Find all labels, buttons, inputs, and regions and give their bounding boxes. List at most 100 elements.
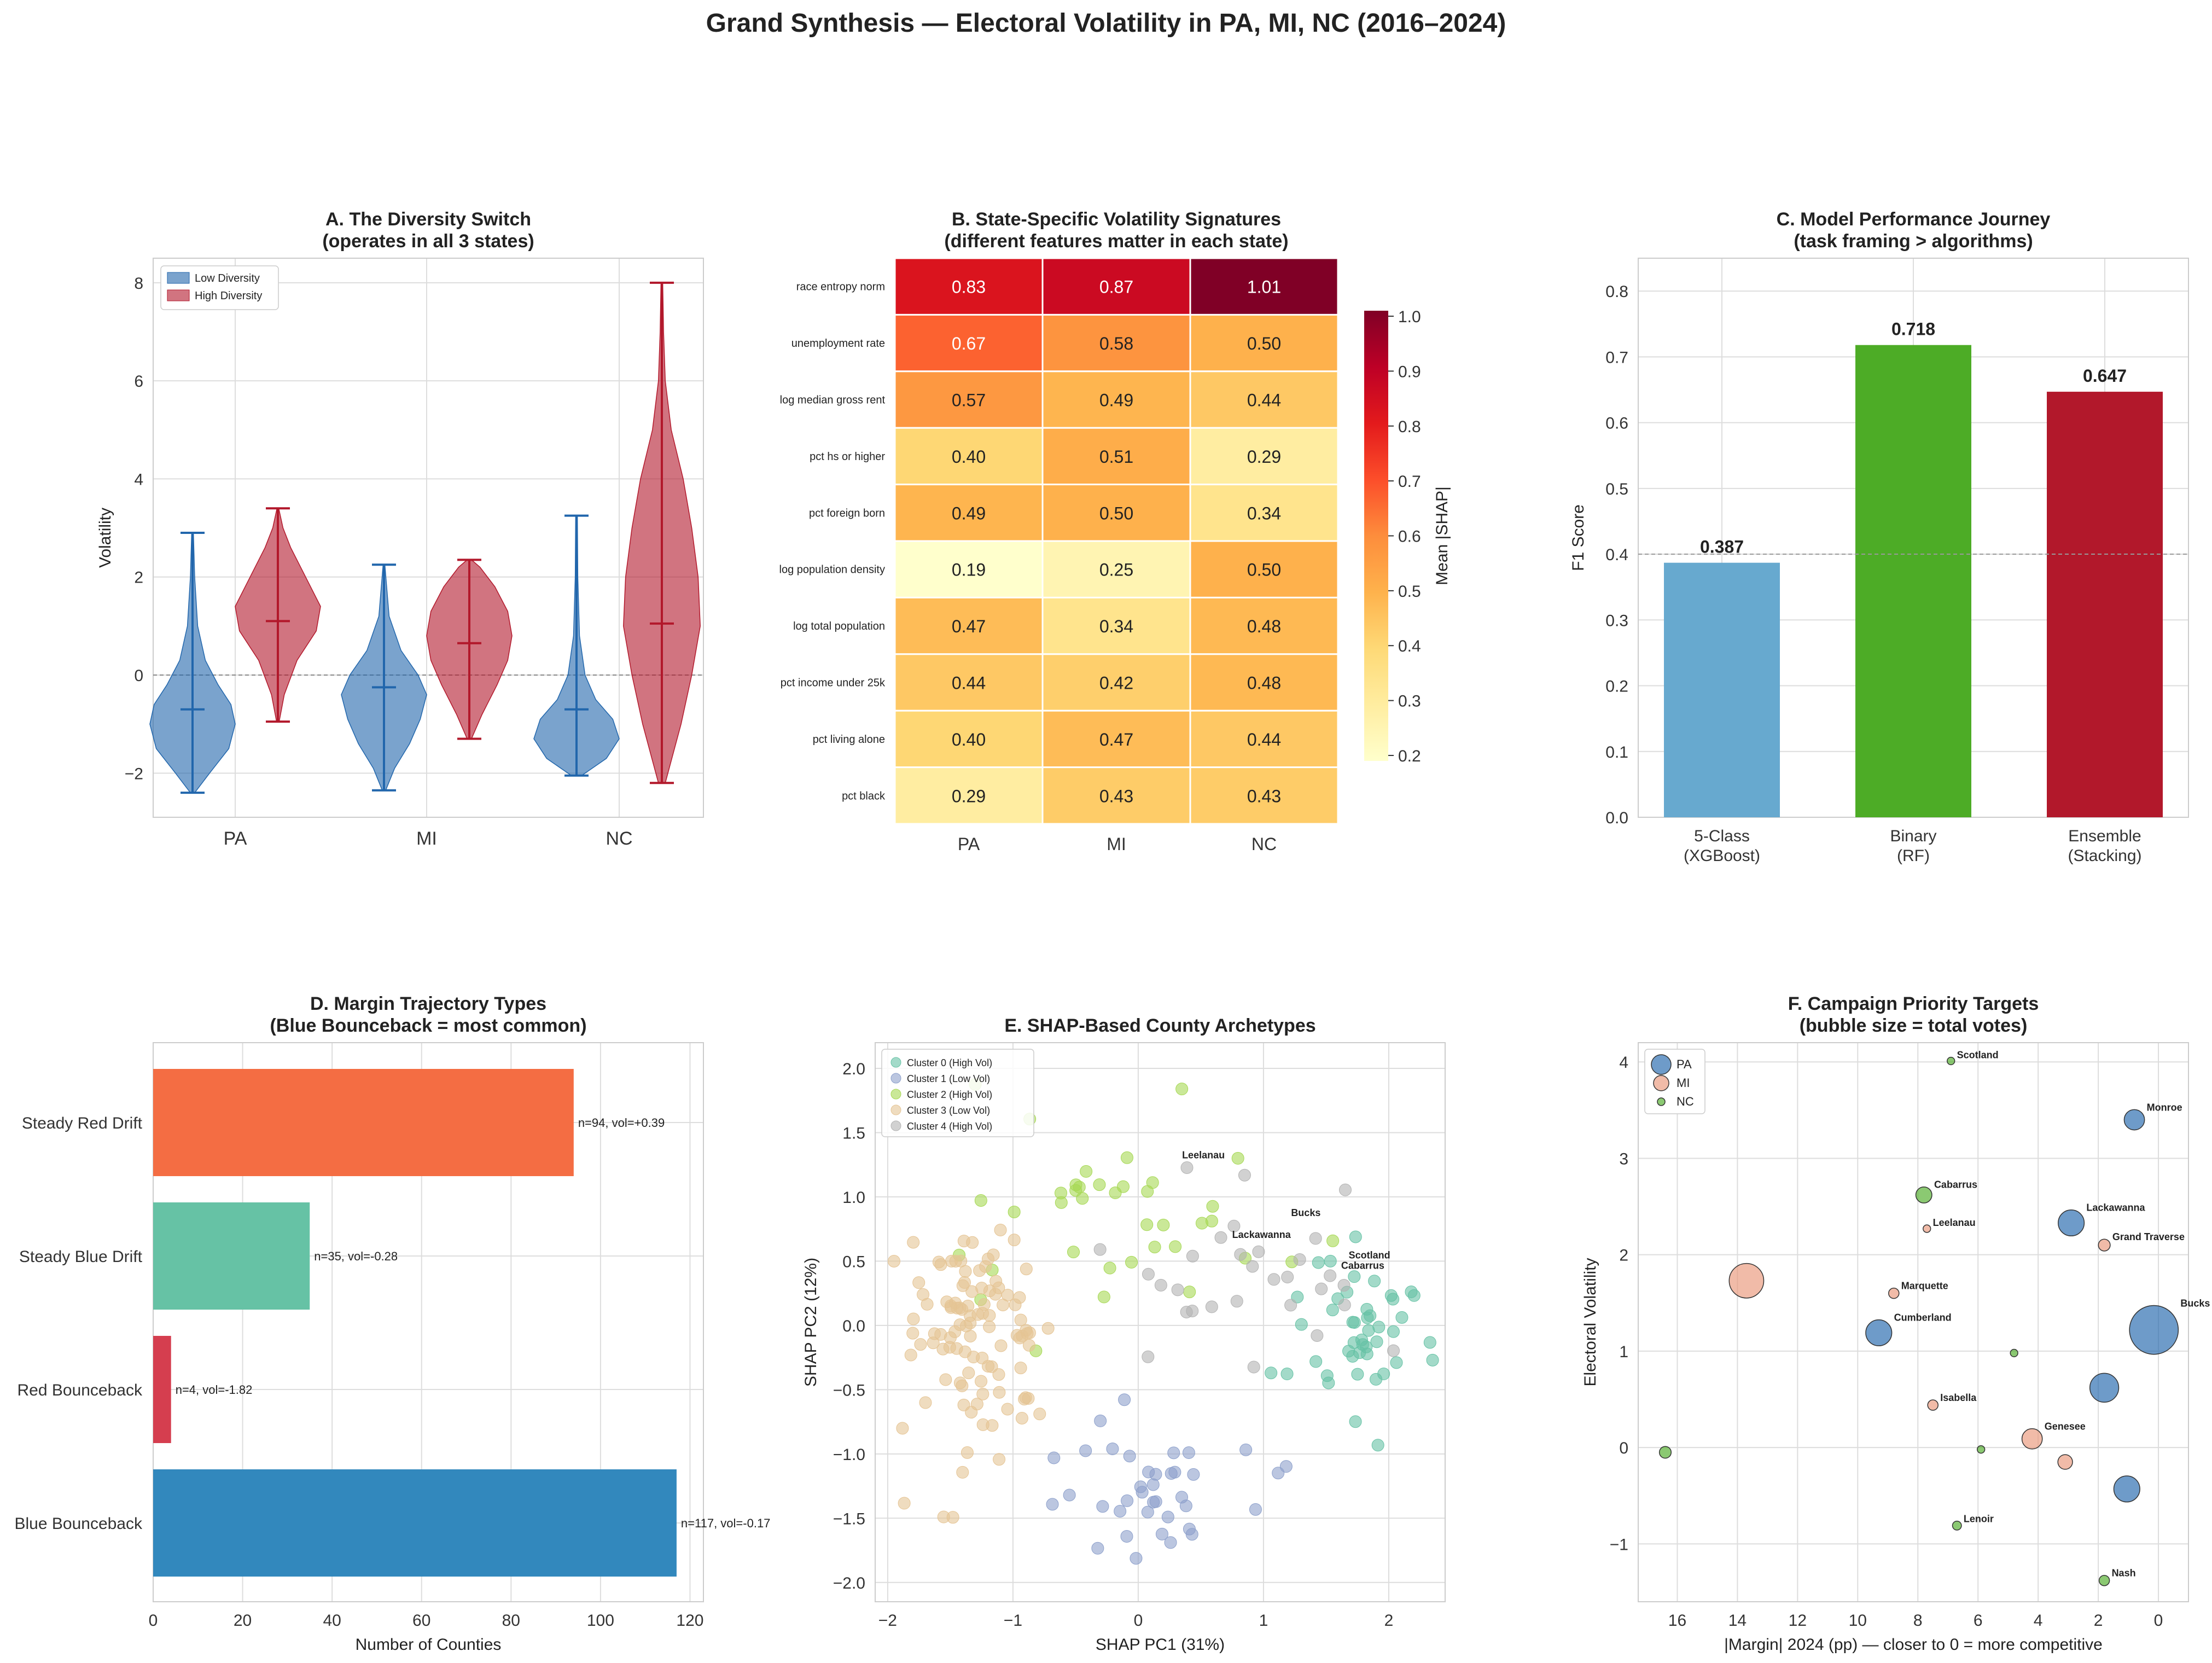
- x-tick-label: 60: [412, 1612, 430, 1630]
- bar-annotation: n=117, vol=-0.17: [681, 1516, 771, 1530]
- scatter-point: [1311, 1329, 1324, 1342]
- bar: [2047, 392, 2163, 817]
- x-tick-label: (RF): [1897, 847, 1930, 865]
- x-tick-label: 0: [149, 1612, 158, 1630]
- cell-value-label: 0.25: [1099, 560, 1133, 580]
- bubble-label: Monroe: [2147, 1102, 2182, 1113]
- y-tick-label: 2: [1619, 1247, 1628, 1265]
- scatter-point: [1001, 1288, 1014, 1301]
- scatter-point: [962, 1367, 975, 1380]
- scatter-point: [1154, 1278, 1167, 1292]
- scatter-point: [1426, 1353, 1439, 1367]
- scatter-point: [1142, 1267, 1155, 1281]
- heatmap-cell: [1189, 427, 1339, 486]
- legend-label: PA: [1677, 1057, 1692, 1071]
- y-tick-label: 0.5: [1605, 480, 1628, 498]
- cell-value-label: 0.42: [1099, 673, 1133, 693]
- bubble: [1888, 1287, 1900, 1299]
- legend-marker: [890, 1089, 901, 1100]
- legend: Cluster 0 (High Vol) Cluster 1 (Low Vol) C…: [881, 1049, 1034, 1137]
- y-axis-label: F1 Score: [1569, 504, 1587, 571]
- point-annotation: Lackawanna: [1232, 1229, 1291, 1240]
- scatter-point: [1338, 1183, 1352, 1196]
- bar: [1855, 345, 1971, 817]
- colorbar-tick-label: 0.2: [1398, 747, 1421, 765]
- scatter-point: [1351, 1368, 1364, 1381]
- colorbar-tick-label: 0.8: [1398, 418, 1421, 436]
- bubble-label: Lenoir: [1964, 1514, 1994, 1525]
- scatter-point: [1103, 1261, 1116, 1275]
- heatmap-cell: [1189, 257, 1339, 316]
- legend-swatch: [167, 272, 190, 284]
- cell-value-label: 0.67: [952, 334, 986, 353]
- scatter-point: [1387, 1344, 1400, 1357]
- legend-box: [881, 1049, 1034, 1137]
- scatter-point: [1360, 1340, 1373, 1353]
- bar: [153, 1336, 171, 1443]
- point-annotation: Bucks: [1291, 1207, 1320, 1218]
- scatter-point: [1063, 1488, 1076, 1502]
- heatmap-cell: [1041, 257, 1191, 316]
- y-tick-label: 0: [1619, 1439, 1628, 1457]
- scatter-point: [1281, 1270, 1294, 1283]
- row-label: log population density: [779, 564, 885, 576]
- scatter-point: [1205, 1300, 1218, 1313]
- scatter-point: [1130, 1552, 1143, 1565]
- scatter-point: [956, 1379, 969, 1392]
- bubble-label: Genesee: [2045, 1421, 2086, 1432]
- scatter-point: [948, 1325, 962, 1338]
- panel-subtitle: (operates in all 3 states): [322, 231, 534, 252]
- panel-subtitle: (different features matter in each state…: [944, 231, 1288, 252]
- scatter-point: [1114, 1505, 1127, 1518]
- scatter-point: [1155, 1527, 1168, 1540]
- bubble: [1728, 1263, 1765, 1299]
- scatter-point: [1136, 1486, 1149, 1499]
- bubble-label: Leelanau: [1933, 1217, 1976, 1228]
- scatter-point: [1348, 1316, 1361, 1329]
- y-tick-label: 8: [134, 275, 143, 293]
- scatter-point: [976, 1307, 989, 1320]
- x-tick-label: 5-Class: [1694, 827, 1750, 845]
- x-tick-label: (Stacking): [2068, 847, 2141, 865]
- legend-label: Cluster 4 (High Vol): [907, 1121, 992, 1132]
- scatter-point: [1227, 1219, 1241, 1232]
- scatter-point: [1309, 1232, 1322, 1245]
- heatmap-cell: [1041, 427, 1191, 486]
- bubble-label: Cabarrus: [1934, 1179, 1977, 1190]
- column-label: NC: [1251, 834, 1277, 854]
- scatter-point: [896, 1422, 909, 1435]
- colorbar-tick-label: 0.6: [1398, 528, 1421, 546]
- scatter-point: [1195, 1217, 1208, 1230]
- scatter-point: [936, 1342, 950, 1356]
- bubble: [2098, 1574, 2110, 1586]
- scatter-point: [1187, 1468, 1200, 1481]
- y-tick-label: 0: [134, 667, 143, 685]
- panel-f-bubble-chart: F. Campaign Priority Targets(bubble size…: [1581, 993, 2210, 1654]
- row-label: race entropy norm: [796, 281, 885, 293]
- y-axis-label: Volatility: [96, 508, 114, 568]
- scatter-point: [1120, 1530, 1133, 1543]
- scatter-point: [1239, 1443, 1253, 1456]
- cell-value-label: 0.50: [1247, 560, 1281, 580]
- scatter-point: [1093, 1178, 1106, 1191]
- row-label: log median gross rent: [780, 394, 886, 406]
- legend-marker: [890, 1057, 901, 1068]
- scatter-point: [1234, 1248, 1247, 1261]
- panel-e-scatter: E. SHAP-Based County Archetypes −2.0 −1.5 −…: [802, 1015, 1446, 1654]
- bar-value-label: 0.647: [2083, 366, 2127, 386]
- x-tick-label: 100: [587, 1612, 614, 1630]
- scatter-point: [1252, 1245, 1265, 1258]
- panel-title: E. SHAP-Based County Archetypes: [1004, 1015, 1315, 1036]
- legend-label: Cluster 0 (High Vol): [907, 1057, 992, 1068]
- legend-marker: [1653, 1075, 1669, 1091]
- x-tick-label: PA: [224, 828, 247, 849]
- bubble-label: Grand Traverse: [2112, 1231, 2185, 1242]
- scatter-point: [1346, 1350, 1359, 1363]
- x-tick-label: 40: [323, 1612, 341, 1630]
- bubble-label: Nash: [2112, 1568, 2136, 1579]
- point-annotation: Cabarrus: [1341, 1260, 1384, 1271]
- x-axis-label: SHAP PC1 (31%): [1096, 1636, 1225, 1654]
- y-tick-label: 2.0: [842, 1060, 865, 1078]
- y-tick-label: 4: [134, 470, 143, 489]
- bar-value-label: 0.387: [1700, 537, 1744, 557]
